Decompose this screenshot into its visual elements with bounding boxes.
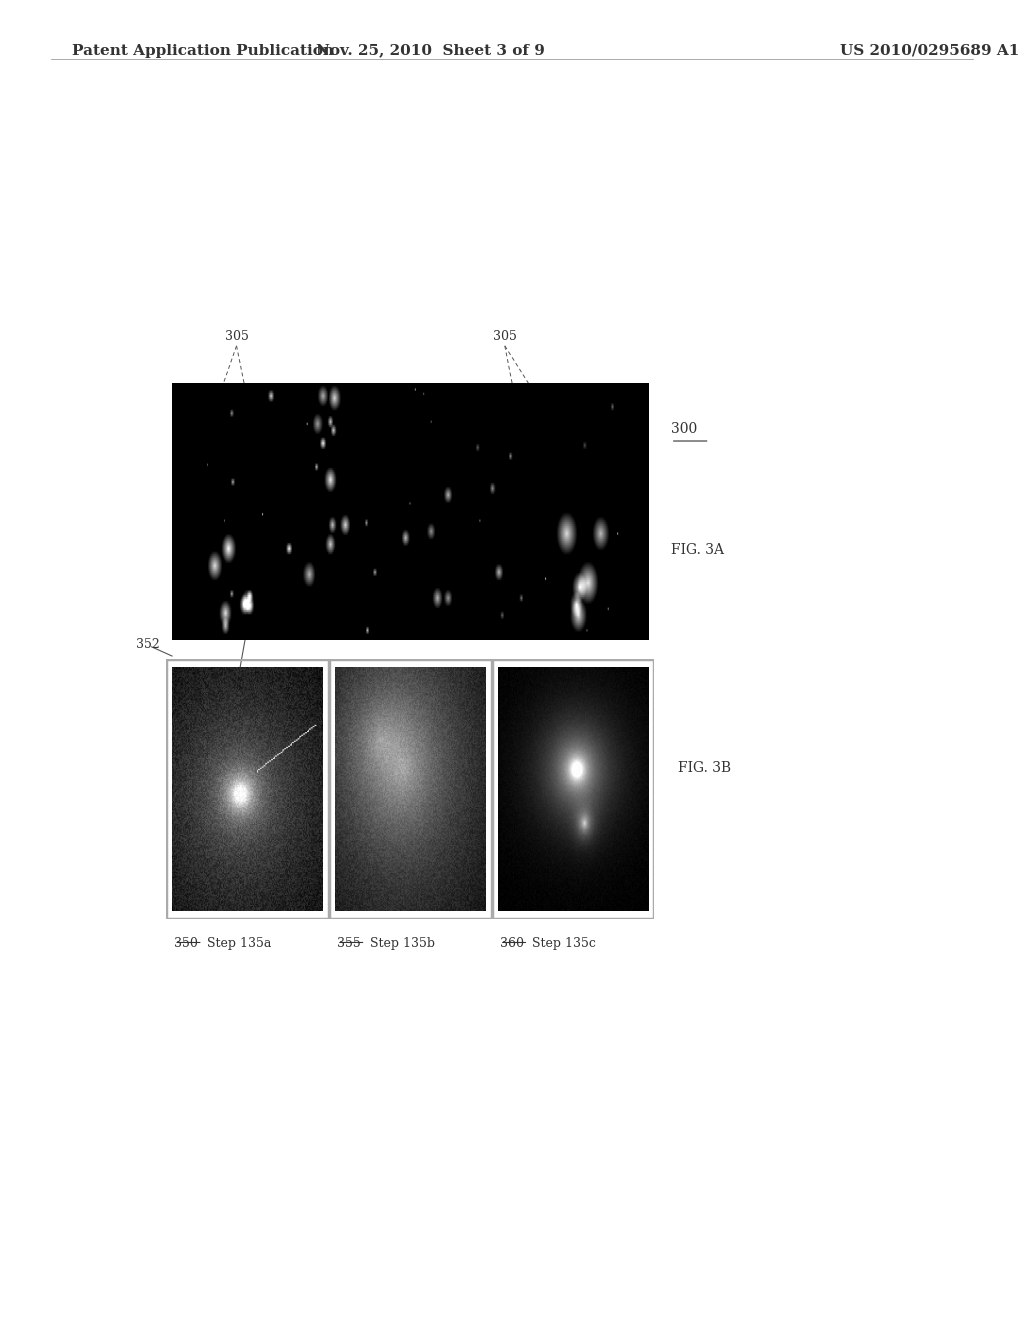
- Text: 300: 300: [671, 422, 697, 436]
- Text: 360: 360: [500, 937, 523, 950]
- Text: Nov. 25, 2010  Sheet 3 of 9: Nov. 25, 2010 Sheet 3 of 9: [315, 44, 545, 58]
- Text: FIG. 3A: FIG. 3A: [671, 543, 724, 557]
- Text: Step 135a: Step 135a: [207, 937, 271, 950]
- Text: FIG. 3B: FIG. 3B: [678, 762, 731, 775]
- Text: 355: 355: [337, 937, 360, 950]
- Text: Step 135c: Step 135c: [532, 937, 596, 950]
- Text: US 2010/0295689 A1: US 2010/0295689 A1: [840, 44, 1019, 58]
- Text: 353: 353: [239, 594, 263, 607]
- Text: 305: 305: [493, 330, 517, 343]
- Text: 305: 305: [224, 330, 249, 343]
- Text: Patent Application Publication: Patent Application Publication: [72, 44, 334, 58]
- Text: 352: 352: [136, 638, 160, 651]
- Text: Step 135b: Step 135b: [370, 937, 434, 950]
- Text: 350: 350: [174, 937, 198, 950]
